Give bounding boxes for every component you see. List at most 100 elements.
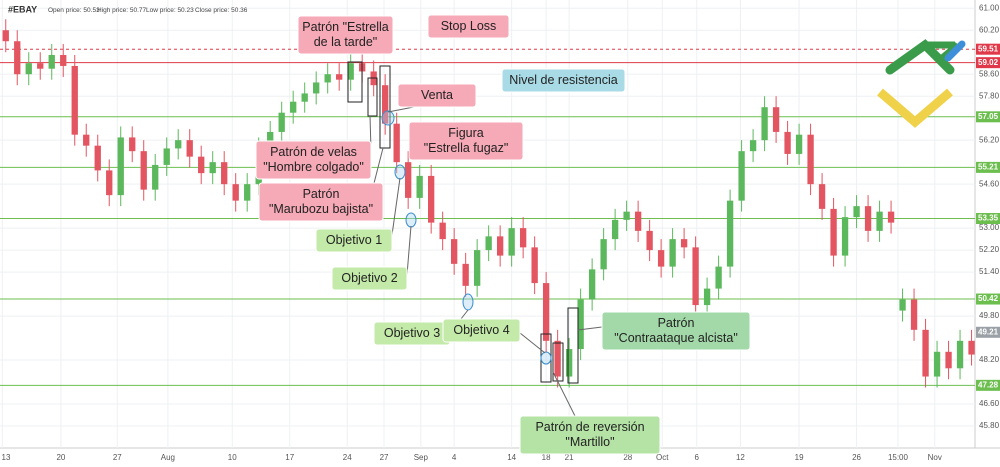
annotation-box — [501, 68, 626, 93]
annotation-box — [519, 415, 661, 455]
candle-body — [37, 63, 44, 69]
annotation-box — [297, 15, 394, 55]
candle-body — [542, 283, 550, 341]
candle-body — [634, 211, 642, 231]
target-circle — [405, 212, 417, 228]
annotation-box — [408, 121, 524, 161]
header-field: Low price: 50.23 — [146, 7, 194, 14]
candle-body — [427, 175, 435, 223]
candle-body — [117, 137, 124, 196]
candle-body — [611, 219, 619, 240]
level-label-bg — [976, 293, 1000, 305]
x-tick-label: 21 — [565, 453, 574, 462]
annotation-text: Patrón — [303, 187, 340, 201]
x-tick-label: 20 — [56, 453, 65, 462]
annotation-text: Venta — [421, 88, 453, 102]
annotation-text: Patrón "Estrella — [302, 20, 388, 34]
candle-body — [209, 162, 216, 174]
candle-body — [692, 247, 699, 306]
annotation-text: "Hombre colgado" — [263, 160, 364, 174]
annotation-text: Nivel de resistencia — [509, 73, 617, 87]
candle-body — [347, 63, 354, 80]
candle-body — [600, 239, 607, 270]
candle-body — [508, 228, 515, 256]
candle-body — [956, 340, 964, 369]
candle-body — [267, 131, 274, 149]
candle-body — [703, 288, 711, 306]
candle-body — [450, 239, 458, 264]
target-circle — [540, 351, 552, 365]
annotation-text: Objetivo 3 — [384, 326, 440, 340]
annotation-box — [442, 318, 521, 343]
candle-body — [83, 134, 90, 146]
pattern-box — [347, 61, 363, 103]
candle-body — [2, 30, 9, 42]
candle-body — [726, 200, 734, 267]
candle-body — [565, 349, 573, 377]
candle-body — [175, 140, 182, 149]
target-circle — [462, 293, 474, 311]
level-label-bg — [976, 43, 1000, 55]
candle-body — [405, 162, 412, 198]
candle-body — [163, 148, 170, 165]
connector — [406, 225, 412, 276]
y-tick-label: 52.20 — [979, 245, 1000, 254]
level-label-bg — [976, 111, 1000, 123]
candle-body — [554, 340, 561, 377]
x-tick-label: 10 — [228, 453, 237, 462]
candle-body — [761, 107, 768, 141]
header-field: Close price: 50.36 — [195, 7, 248, 14]
header-field: Open price: 50.53 — [48, 7, 100, 14]
level-label: 50.42 — [978, 294, 999, 303]
annotation-text: "Martillo" — [565, 435, 614, 449]
x-tick-label: Nov — [928, 453, 942, 462]
x-tick-label: 27 — [113, 453, 122, 462]
candle-body — [887, 211, 895, 223]
annotation-text: Stop Loss — [441, 19, 497, 33]
header-field-value: 50.77 — [130, 7, 147, 14]
x-tick-label: 18 — [542, 453, 551, 462]
candle-body — [531, 247, 538, 284]
annotation-box — [427, 14, 510, 39]
candle-body — [290, 101, 297, 113]
y-tick-label: 48.20 — [979, 355, 1000, 364]
y-tick-label: 46.60 — [979, 399, 1000, 408]
candle-body — [278, 112, 285, 132]
candle-body — [910, 299, 918, 330]
candle-body — [186, 140, 193, 157]
annotation-box — [315, 228, 393, 253]
annotation-box — [331, 266, 408, 291]
x-tick-label: 12 — [736, 453, 745, 462]
x-tick-label: 26 — [852, 453, 861, 462]
pattern-box — [567, 307, 579, 384]
level-label: 53.35 — [978, 214, 999, 223]
connector — [552, 371, 576, 417]
candle-body — [129, 137, 136, 152]
y-tick-label: 58.60 — [979, 69, 1000, 78]
last-price-bg — [976, 326, 1000, 338]
annotation-text: Objetivo 4 — [453, 323, 509, 337]
x-tick-label: Aug — [161, 453, 175, 462]
candle-body — [439, 222, 446, 240]
candle-body — [462, 263, 469, 286]
annotation-text: "Contraataque alcista" — [614, 331, 738, 345]
x-tick-label: 19 — [795, 453, 804, 462]
y-tick-label: 51.40 — [979, 267, 1000, 276]
candle-body — [864, 206, 872, 231]
connector — [391, 177, 401, 236]
candle-body — [71, 65, 78, 135]
y-tick-label: 54.60 — [979, 179, 1000, 188]
candle-body — [232, 184, 239, 201]
candle-body — [94, 145, 101, 171]
candle-body — [416, 175, 423, 198]
candle-body — [646, 230, 653, 251]
x-tick-label: 14 — [507, 453, 516, 462]
candle-body — [945, 351, 952, 369]
candle-body — [795, 134, 803, 154]
level-label: 59.02 — [978, 58, 999, 67]
candle-body — [577, 299, 584, 350]
pattern-box — [367, 77, 378, 117]
last-price-label: 49.21 — [978, 327, 999, 336]
candle-body — [25, 63, 32, 75]
level-label-bg — [976, 57, 1000, 69]
